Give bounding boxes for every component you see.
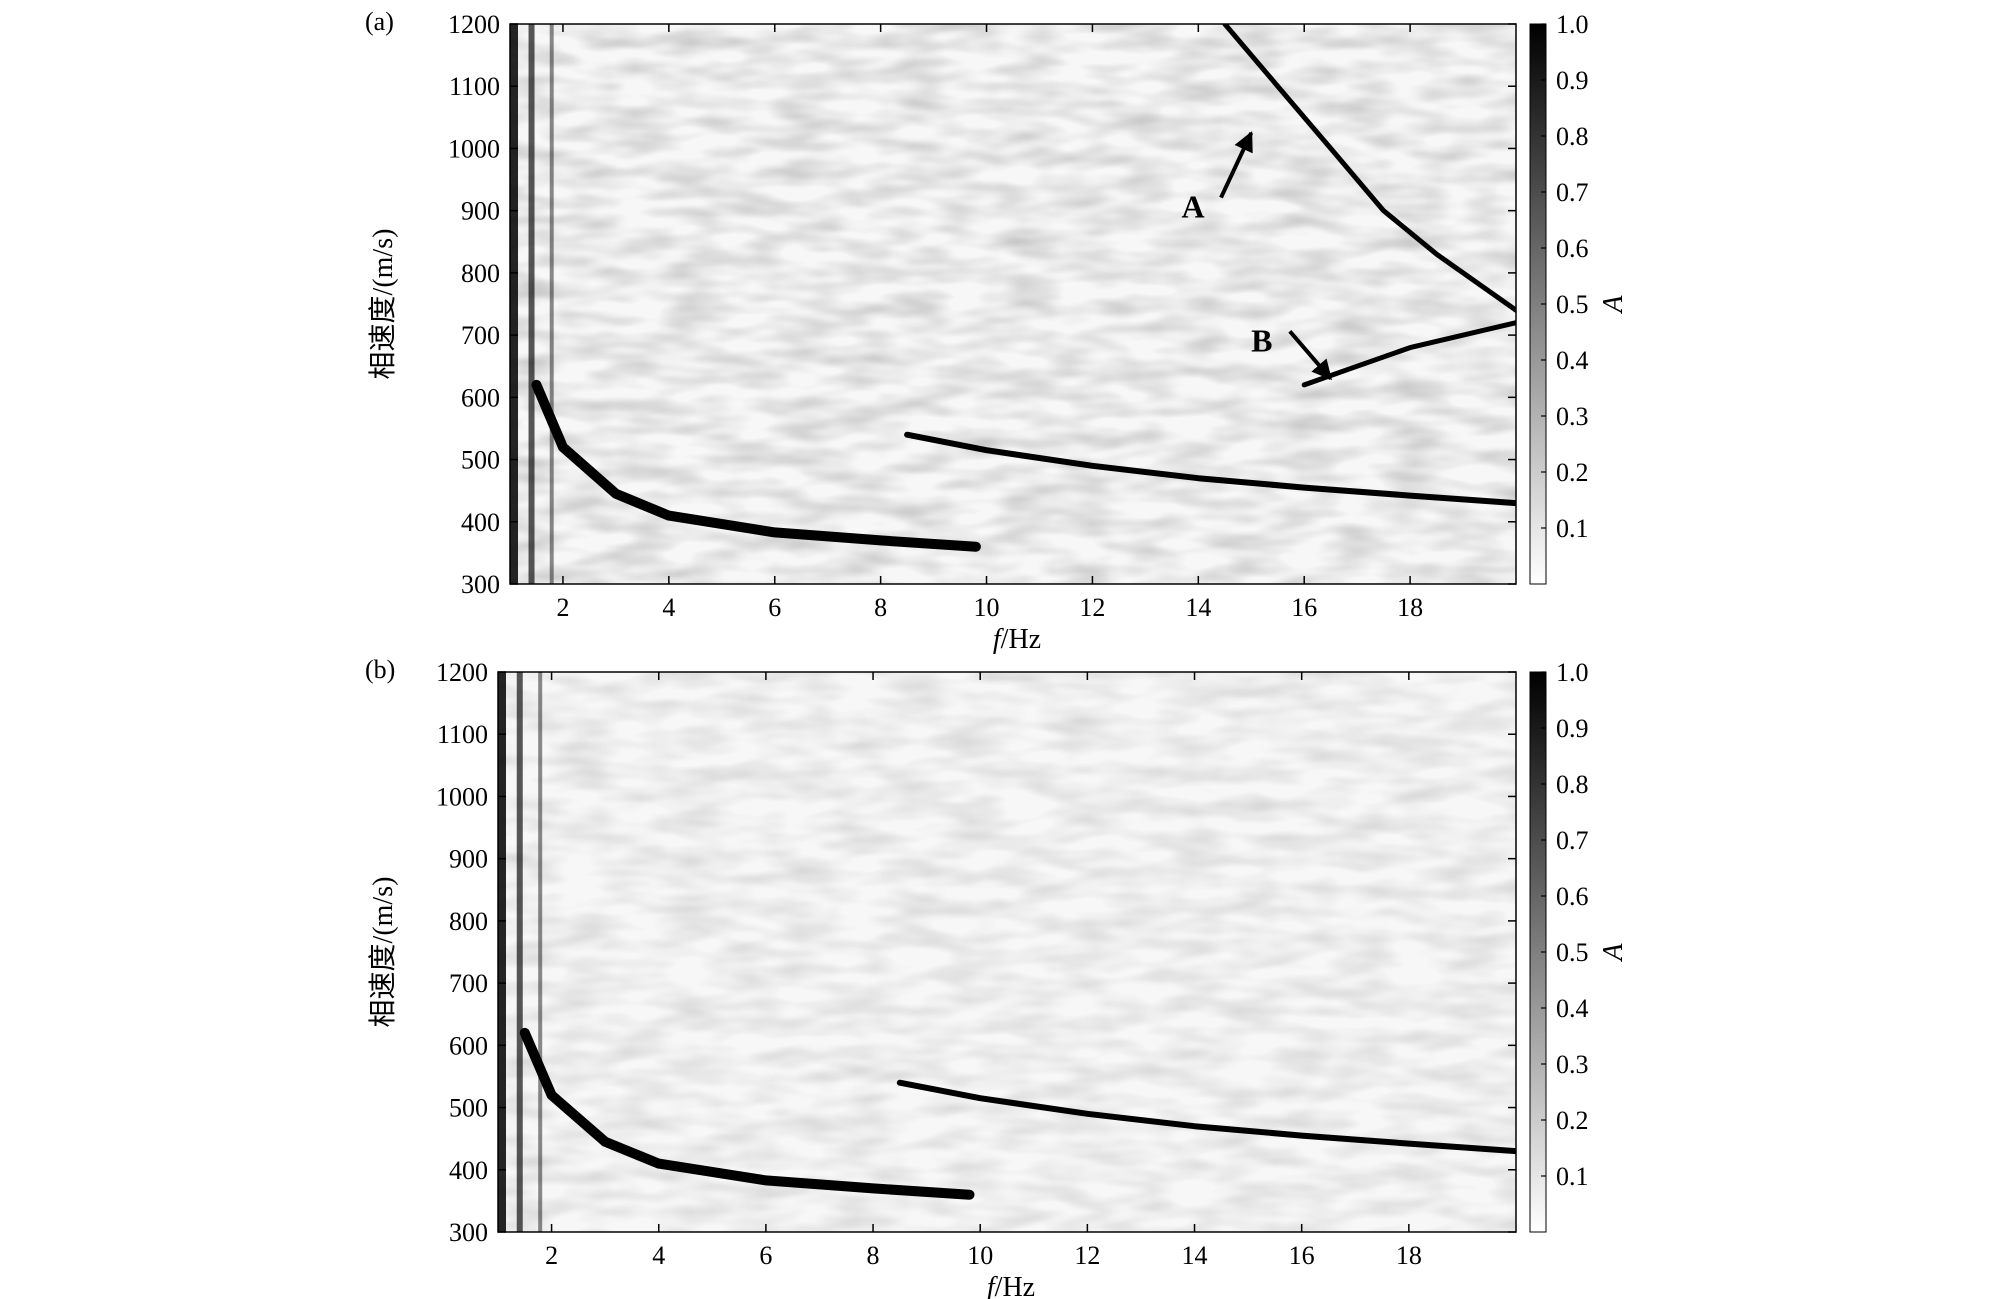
x-tick-label: 8: [874, 593, 887, 622]
colorbar-tick-label: 0.7: [1556, 826, 1589, 855]
colorbar-tick-label: 0.8: [1556, 770, 1589, 799]
y-tick-label: 900: [461, 197, 500, 226]
y-tick-label: 400: [461, 508, 500, 537]
colorbar-tick-label: 0.1: [1556, 514, 1589, 543]
y-tick-label: 400: [449, 1156, 488, 1185]
colorbar-tick-label: 0.3: [1556, 402, 1589, 431]
y-tick-label: 600: [449, 1031, 488, 1060]
y-tick-label: 300: [461, 570, 500, 599]
y-tick-label: 1000: [436, 782, 488, 811]
x-tick-label: 2: [556, 593, 569, 622]
colorbar-title: A: [1598, 943, 1629, 963]
panel-label: (a): [365, 7, 394, 36]
annotation-arrow: [1219, 131, 1254, 199]
curves-group: [498, 672, 1516, 1232]
low-frequency-band: [516, 672, 523, 1232]
colorbar-tick-label: 1.0: [1556, 658, 1589, 687]
x-axis-title-rest: /Hz: [1001, 624, 1041, 655]
colorbar-tick-label: 0.4: [1556, 994, 1589, 1023]
x-axis-title-italic: f: [987, 1272, 998, 1299]
x-tick-label: 18: [1396, 1241, 1422, 1270]
low-frequency-band: [510, 24, 518, 584]
annotation-arrow: [1288, 330, 1333, 381]
background-texture: [498, 672, 1516, 1232]
x-tick-label: 14: [1182, 1241, 1208, 1270]
colorbar-tick-label: 1.0: [1556, 10, 1589, 39]
low-frequency-band: [498, 672, 506, 1232]
dispersion-curve-A: [1222, 24, 1516, 313]
y-tick-label: 1100: [449, 72, 500, 101]
dispersion-curve-fundamental: [531, 379, 981, 552]
colorbar-tick-label: 0.5: [1556, 938, 1589, 967]
x-tick-label: 10: [974, 593, 1000, 622]
x-tick-label: 16: [1291, 593, 1317, 622]
y-tick-label: 500: [449, 1094, 488, 1123]
colorbar-tick-label: 0.1: [1556, 1162, 1589, 1191]
colorbar-tick-label: 0.8: [1556, 122, 1589, 151]
x-tick-label: 10: [967, 1241, 993, 1270]
x-tick-label: 4: [652, 1241, 665, 1270]
background-texture: [510, 24, 1516, 584]
x-axis-title: f/Hz: [987, 1272, 1035, 1299]
colorbar-tick-label: 0.6: [1556, 882, 1589, 911]
colorbar-tick-label: 0.9: [1556, 66, 1589, 95]
dispersion-curve-higher-1: [904, 431, 1516, 507]
y-tick-label: 1000: [448, 134, 500, 163]
low-frequency-band: [549, 24, 554, 584]
annotation-label: A: [1181, 189, 1204, 225]
panel-b: 2 4 6 8 10 12 14 16 18 300 400 500 600 700 800 900 1000 1…: [365, 655, 1629, 1299]
x-tick-label: 12: [1074, 1241, 1100, 1270]
plot-border: [509, 23, 1517, 585]
colorbar-tick-label: 0.7: [1556, 178, 1589, 207]
x-tick-label: 14: [1185, 593, 1211, 622]
colorbar-tick-label: 0.2: [1556, 458, 1589, 487]
dispersion-curve-higher-1: [896, 1079, 1516, 1155]
x-axis-title-italic: f: [993, 624, 1004, 655]
low-frequency-band: [528, 24, 535, 584]
x-tick-label: 2: [545, 1241, 558, 1270]
y-tick-label: 1200: [448, 10, 500, 39]
x-axis-title: f/Hz: [993, 624, 1041, 655]
y-tick-label: 500: [461, 446, 500, 475]
y-tick-label: 900: [449, 845, 488, 874]
colorbar-title: A: [1598, 295, 1629, 315]
annotation-label: B: [1251, 322, 1272, 358]
x-tick-label: 4: [662, 593, 675, 622]
colorbar-tick-label: 0.5: [1556, 290, 1589, 319]
panel-label: (b): [365, 655, 395, 684]
low-frequency-band: [538, 672, 543, 1232]
x-tick-label: 8: [867, 1241, 880, 1270]
x-tick-label: 18: [1397, 593, 1423, 622]
y-tick-label: 800: [461, 259, 500, 288]
curves-group: [510, 24, 1516, 584]
y-tick-label: 800: [449, 907, 488, 936]
y-axis-title: 相速度/(m/s): [367, 877, 399, 1028]
y-tick-label: 1100: [437, 720, 488, 749]
colorbar-tick-label: 0.6: [1556, 234, 1589, 263]
dispersion-curve-fundamental: [519, 1027, 975, 1200]
colorbar-tick-label: 0.9: [1556, 714, 1589, 743]
colorbar-tick-label: 0.3: [1556, 1050, 1589, 1079]
y-tick-label: 700: [449, 969, 488, 998]
panel-a: 2 4 6 8 10 12 14 16 18 300 400 500 600 700 800 900 1000 1…: [365, 7, 1629, 655]
y-axis-title: 相速度/(m/s): [367, 229, 399, 380]
plot-border: [497, 671, 1517, 1233]
x-tick-label: 16: [1289, 1241, 1315, 1270]
y-tick-label: 700: [461, 321, 500, 350]
x-tick-label: 6: [768, 593, 781, 622]
x-tick-label: 12: [1079, 593, 1105, 622]
y-tick-label: 1200: [436, 658, 488, 687]
y-tick-label: 300: [449, 1218, 488, 1247]
colorbar-tick-label: 0.2: [1556, 1106, 1589, 1135]
y-tick-label: 600: [461, 383, 500, 412]
colorbar-tick-label: 0.4: [1556, 346, 1589, 375]
x-axis-title-rest: /Hz: [995, 1272, 1035, 1299]
x-tick-label: 6: [759, 1241, 772, 1270]
